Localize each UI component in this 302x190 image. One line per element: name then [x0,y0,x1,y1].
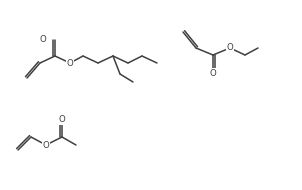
Text: O: O [59,116,65,124]
Text: O: O [40,36,47,44]
Text: O: O [210,69,216,78]
Text: O: O [67,59,73,67]
Text: O: O [43,140,49,150]
Text: O: O [226,44,233,52]
